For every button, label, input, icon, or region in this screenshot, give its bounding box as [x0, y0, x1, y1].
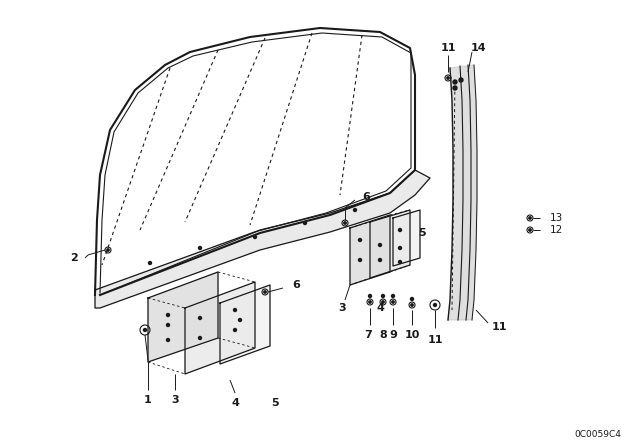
- Circle shape: [234, 309, 237, 311]
- Polygon shape: [370, 210, 410, 278]
- Polygon shape: [185, 282, 255, 374]
- Circle shape: [369, 294, 371, 297]
- Circle shape: [381, 294, 385, 297]
- Circle shape: [166, 314, 170, 316]
- Circle shape: [378, 258, 381, 262]
- Circle shape: [411, 304, 413, 306]
- Circle shape: [166, 339, 170, 341]
- Circle shape: [358, 238, 362, 241]
- Text: 10: 10: [404, 330, 420, 340]
- Text: 8: 8: [379, 330, 387, 340]
- Text: 11: 11: [440, 43, 456, 53]
- Circle shape: [239, 319, 241, 322]
- Text: 13: 13: [550, 213, 563, 223]
- Circle shape: [453, 80, 457, 84]
- Text: 4: 4: [231, 398, 239, 408]
- Circle shape: [392, 301, 394, 303]
- Circle shape: [447, 77, 449, 79]
- Circle shape: [198, 336, 202, 340]
- Text: 1: 1: [144, 395, 152, 405]
- Text: 6: 6: [292, 280, 300, 290]
- Text: 11: 11: [492, 322, 508, 332]
- Circle shape: [264, 291, 266, 293]
- Polygon shape: [350, 215, 390, 285]
- Circle shape: [358, 258, 362, 262]
- Circle shape: [399, 260, 401, 263]
- Polygon shape: [448, 65, 477, 320]
- Text: 5: 5: [418, 228, 426, 238]
- Text: 4: 4: [376, 303, 384, 313]
- Polygon shape: [393, 210, 420, 266]
- Text: 6: 6: [362, 192, 370, 202]
- Text: 5: 5: [271, 398, 279, 408]
- Circle shape: [344, 222, 346, 224]
- Circle shape: [529, 217, 531, 219]
- Text: 2: 2: [70, 253, 78, 263]
- Circle shape: [166, 323, 170, 327]
- Circle shape: [399, 246, 401, 250]
- Circle shape: [382, 301, 384, 303]
- Text: 3: 3: [338, 303, 346, 313]
- Circle shape: [253, 236, 257, 238]
- Text: 12: 12: [550, 225, 563, 235]
- Circle shape: [529, 229, 531, 231]
- Circle shape: [198, 316, 202, 319]
- Circle shape: [107, 249, 109, 251]
- Circle shape: [353, 208, 356, 211]
- Circle shape: [369, 301, 371, 303]
- Circle shape: [143, 328, 147, 332]
- Circle shape: [453, 86, 457, 90]
- Circle shape: [234, 328, 237, 332]
- Polygon shape: [95, 170, 430, 308]
- Circle shape: [410, 297, 413, 301]
- Polygon shape: [148, 272, 218, 362]
- Circle shape: [399, 228, 401, 232]
- Text: 3: 3: [171, 395, 179, 405]
- Text: 0C0059C4: 0C0059C4: [575, 430, 621, 439]
- Text: 11: 11: [428, 335, 443, 345]
- Circle shape: [303, 221, 307, 224]
- Text: 14: 14: [470, 43, 486, 53]
- Text: 9: 9: [389, 330, 397, 340]
- Polygon shape: [220, 285, 270, 364]
- Circle shape: [433, 303, 436, 306]
- Circle shape: [148, 262, 152, 264]
- Circle shape: [198, 246, 202, 250]
- Circle shape: [378, 244, 381, 246]
- Circle shape: [392, 294, 394, 297]
- Circle shape: [459, 78, 463, 82]
- Text: 7: 7: [364, 330, 372, 340]
